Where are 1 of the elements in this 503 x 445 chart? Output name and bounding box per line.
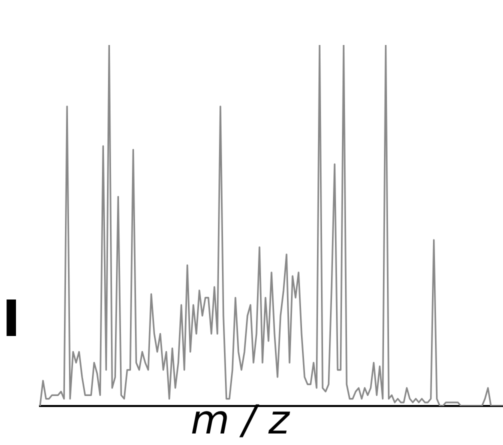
y-axis-title: I: [2, 290, 21, 348]
